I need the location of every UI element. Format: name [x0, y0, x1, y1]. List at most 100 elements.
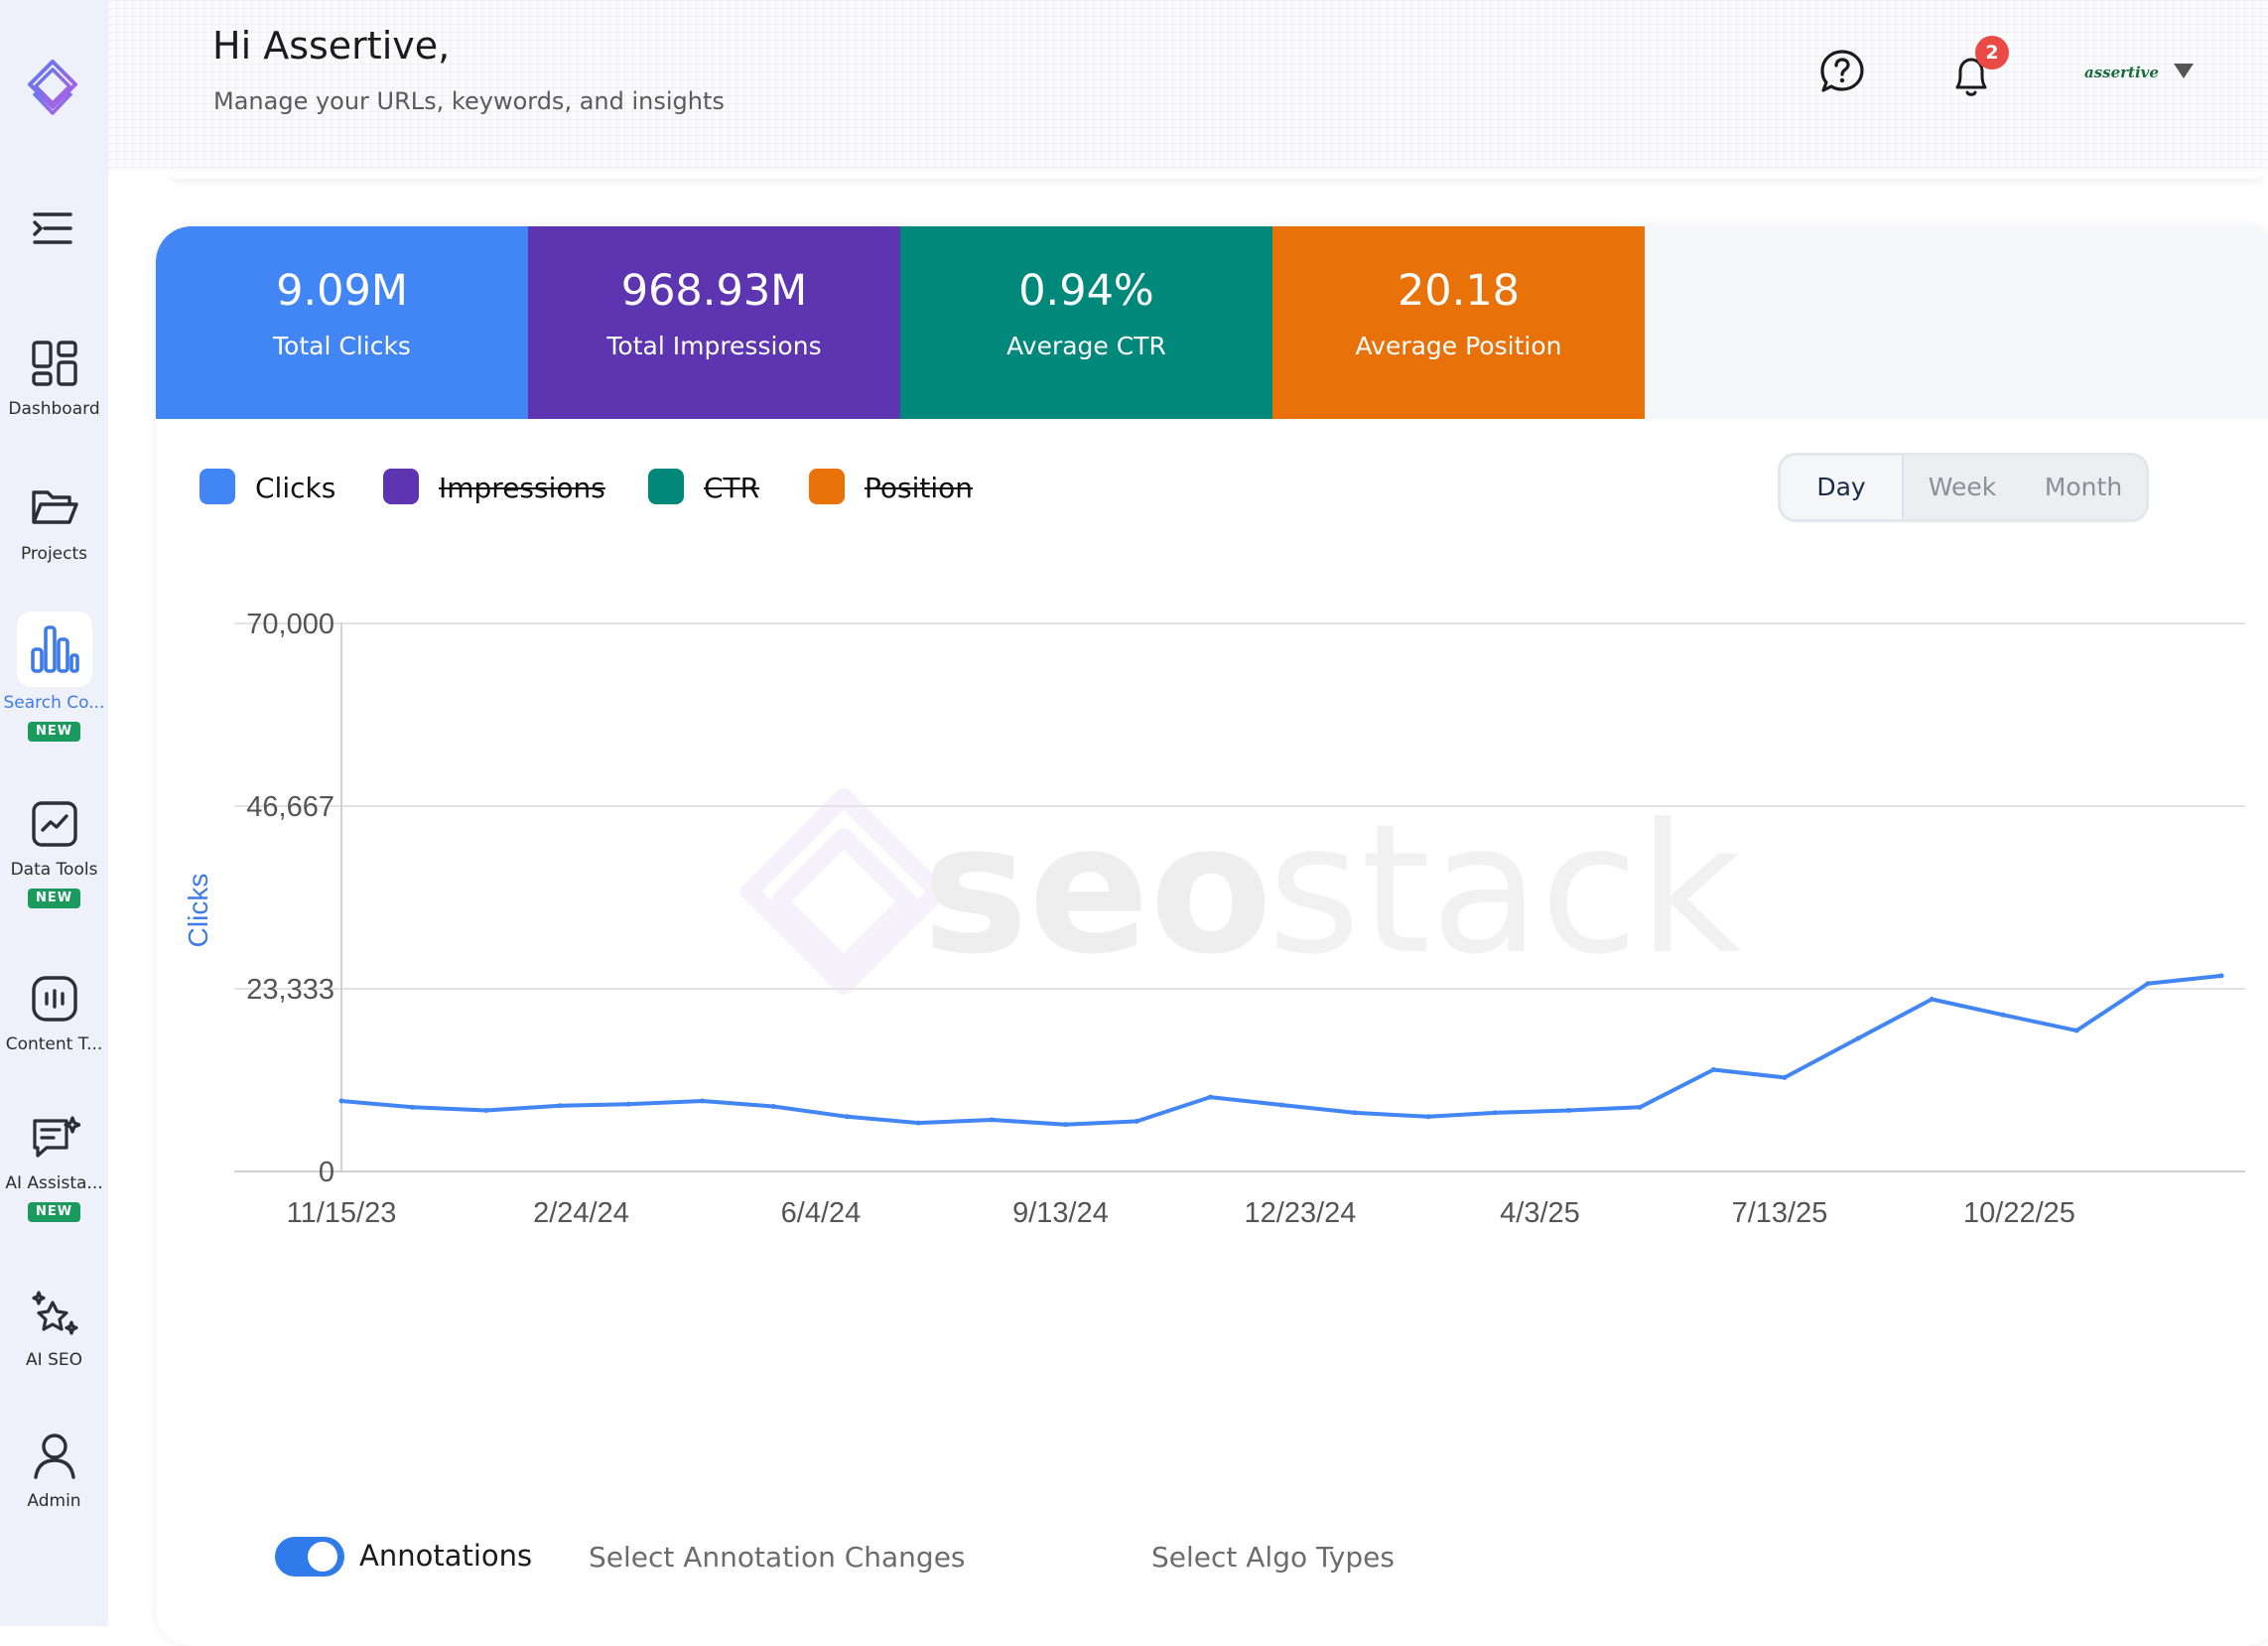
sidebar-item-dashboard[interactable]: Dashboard: [0, 338, 108, 419]
stat-value: 0.94%: [1018, 266, 1154, 316]
seostack-logo[interactable]: [24, 58, 81, 121]
data-point: [700, 1098, 706, 1104]
sidebar-item-ai-assistant[interactable]: AI Assista... NEW: [0, 1112, 108, 1222]
folder-icon: [29, 482, 80, 534]
sidebar: Dashboard Projects Search Co... NEW Data…: [0, 0, 108, 1626]
sidebar-item-search-console[interactable]: Search Co... NEW: [0, 612, 108, 742]
account-logo: assertive: [2084, 64, 2159, 81]
x-tick-label: 7/13/25: [1732, 1197, 1828, 1229]
notifications-button[interactable]: 2: [1945, 36, 2009, 99]
sidebar-item-label: Search Co...: [3, 693, 105, 713]
stat-total-clicks[interactable]: 9.09M Total Clicks: [156, 226, 528, 419]
data-point: [1710, 1066, 1716, 1072]
watermark-text-stack: stack: [1267, 786, 1742, 994]
data-point: [2218, 973, 2224, 979]
legend-item-ctr[interactable]: CTR: [648, 467, 777, 506]
user-icon: [29, 1430, 80, 1481]
data-point: [2145, 981, 2151, 987]
data-point: [338, 1098, 344, 1104]
annotations-label: Annotations: [359, 1539, 533, 1573]
legend-swatch: [200, 469, 235, 504]
x-tick-label: 11/15/23: [287, 1197, 397, 1229]
stat-value: 9.09M: [276, 266, 408, 316]
annotations-bar: Annotations Select Annotation Changes Se…: [156, 1527, 2268, 1586]
search-console-card: 9.09M Total Clicks 968.93M Total Impress…: [156, 226, 2268, 1646]
sidebar-item-label: Admin: [27, 1491, 81, 1511]
menu-toggle-icon[interactable]: [31, 208, 74, 248]
sidebar-item-admin[interactable]: Admin: [0, 1430, 108, 1511]
y-tick-label: 23,333: [246, 974, 334, 1006]
data-point: [844, 1114, 850, 1120]
sidebar-item-label: Content T...: [5, 1034, 103, 1054]
data-point: [1565, 1107, 1571, 1113]
notification-count-badge: 2: [1975, 36, 2009, 69]
clicks-series-line: [340, 973, 2222, 1127]
stat-label: Average Position: [1355, 332, 1562, 360]
sparkle-star-icon: [29, 1289, 80, 1340]
stat-total-impressions[interactable]: 968.93M Total Impressions: [528, 226, 900, 419]
clicks-series-points: [338, 973, 2224, 1128]
stat-average-ctr[interactable]: 0.94% Average CTR: [900, 226, 1272, 419]
legend-label: Impressions: [439, 472, 605, 504]
data-point: [1352, 1110, 1358, 1116]
annotations-toggle[interactable]: [275, 1537, 344, 1577]
stat-label: Average CTR: [1006, 332, 1166, 360]
x-tick-label: 4/3/25: [1500, 1197, 1580, 1229]
data-point: [1637, 1104, 1643, 1110]
data-point: [1062, 1122, 1068, 1128]
stat-label: Total Impressions: [606, 332, 822, 360]
select-algo-types[interactable]: Select Algo Types: [1151, 1541, 1395, 1574]
data-point: [1134, 1119, 1139, 1125]
x-tick-label: 10/22/25: [1963, 1197, 2075, 1229]
sidebar-item-data-tools[interactable]: Data Tools NEW: [0, 798, 108, 908]
bell-icon: [1949, 52, 1993, 104]
range-month-button[interactable]: Month: [2044, 473, 2123, 501]
caret-down-icon: [2174, 64, 2194, 78]
sidebar-item-ai-seo[interactable]: AI SEO: [0, 1289, 108, 1370]
clicks-line-chart: seo stack 0 23,333 46,667 70,000 11/15/23 2/…: [183, 609, 2245, 1229]
legend-label: CTR: [704, 472, 760, 504]
sidebar-item-content-tools[interactable]: Content T...: [0, 973, 108, 1054]
chat-icon: [29, 1112, 81, 1164]
data-point: [770, 1104, 776, 1110]
x-tick-label: 9/13/24: [1012, 1197, 1109, 1229]
legend-item-clicks[interactable]: Clicks: [200, 467, 348, 506]
x-tick-label: 12/23/24: [1245, 1197, 1357, 1229]
data-point: [2073, 1028, 2079, 1033]
legend-swatch: [648, 469, 684, 504]
legend-item-impressions[interactable]: Impressions: [383, 467, 611, 506]
toggle-knob: [308, 1542, 337, 1572]
y-tick-label: 46,667: [246, 791, 334, 823]
header: [108, 0, 2268, 171]
y-tick-label: 70,000: [246, 609, 334, 640]
range-week-button[interactable]: Week: [1928, 473, 1997, 501]
sidebar-item-label: AI SEO: [26, 1350, 82, 1370]
x-tick-label: 2/24/24: [533, 1197, 629, 1229]
data-point: [1929, 997, 1934, 1003]
stat-average-position[interactable]: 20.18 Average Position: [1272, 226, 1645, 419]
select-annotation-changes[interactable]: Select Annotation Changes: [589, 1541, 966, 1574]
y-axis-label: Clicks: [183, 874, 213, 948]
data-point: [557, 1103, 563, 1109]
sidebar-item-projects[interactable]: Projects: [0, 482, 108, 564]
stat-label: Total Clicks: [273, 332, 411, 360]
account-menu[interactable]: assertive: [2065, 40, 2194, 105]
data-point: [625, 1101, 631, 1107]
y-axis-ticks: 0 23,333 46,667 70,000: [246, 609, 334, 1188]
data-point: [1425, 1114, 1431, 1120]
data-point: [1782, 1074, 1788, 1080]
legend-item-position[interactable]: Position: [809, 467, 998, 506]
chart-grid: [234, 622, 2245, 1172]
range-day-button[interactable]: Day: [1781, 456, 1904, 519]
new-badge: NEW: [27, 722, 81, 742]
trend-icon: [29, 798, 80, 850]
help-icon[interactable]: [1818, 48, 1866, 95]
sidebar-item-label: Data Tools: [10, 860, 98, 880]
data-point: [1278, 1102, 1284, 1108]
sidebar-item-label: Dashboard: [8, 399, 100, 419]
data-point: [1207, 1094, 1213, 1100]
data-point: [915, 1120, 921, 1126]
page-greeting: Hi Assertive,: [212, 24, 451, 68]
header-divider: [169, 169, 2263, 179]
legend-label: Position: [865, 472, 974, 504]
